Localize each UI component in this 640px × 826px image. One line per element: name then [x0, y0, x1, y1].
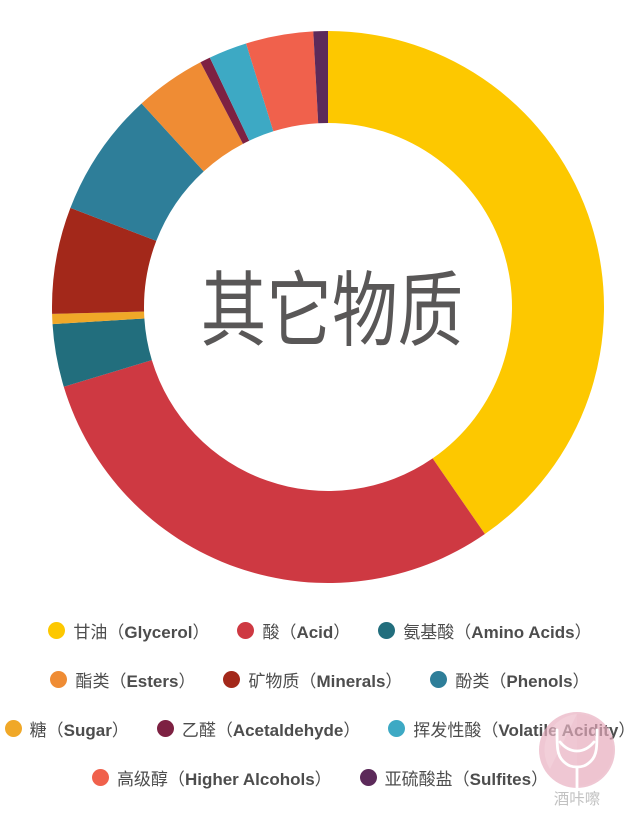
svg-text:酒咔嚓: 酒咔嚓: [554, 787, 601, 809]
